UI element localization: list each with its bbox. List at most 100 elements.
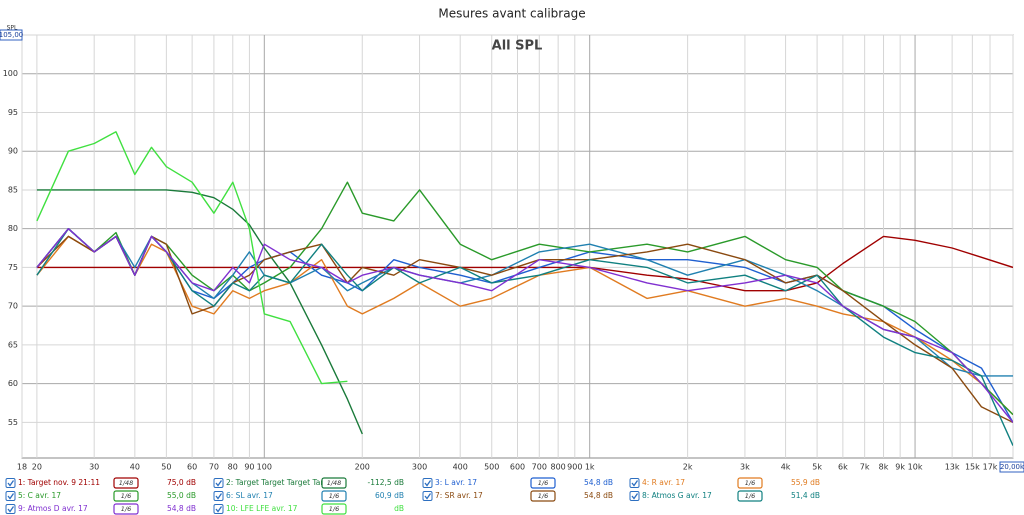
legend-checkbox[interactable]: [5, 504, 16, 514]
smoothing-label: 1/6: [745, 479, 755, 487]
y-tick-label: 95: [8, 108, 18, 117]
x-tick-label: 8k: [879, 463, 889, 472]
smoothing-box[interactable]: [530, 477, 556, 489]
smoothing-label: 1/48: [327, 479, 342, 487]
x-tick-label: 500: [484, 463, 499, 472]
legend-checkbox[interactable]: [422, 491, 433, 501]
curve: [36, 189, 363, 435]
smoothing-label: 1/6: [745, 492, 755, 500]
legend-name: 3: L avr. 17: [435, 478, 477, 487]
x-tick-label: 6k: [838, 463, 848, 472]
legend-value: 54,8 dB: [584, 491, 613, 500]
x-tick-label: 900: [567, 463, 582, 472]
checkmark: [215, 480, 223, 487]
x-tick-label: 700: [532, 463, 547, 472]
x-tick-label: 30: [89, 463, 99, 472]
legend-name: 6: SL avr. 17: [226, 491, 273, 500]
x-tick-label: 800: [551, 463, 566, 472]
x-tick-label: 15k: [965, 463, 980, 472]
y-axis-label: SPL: [7, 25, 18, 32]
legend-checkbox[interactable]: [213, 478, 224, 488]
x-tick-label: 40: [130, 463, 140, 472]
curve: [36, 131, 348, 385]
smoothing-box[interactable]: [321, 477, 347, 489]
smoothing-box[interactable]: [737, 477, 763, 489]
legend-checkbox[interactable]: [213, 491, 224, 501]
smoothing-label: 1/6: [121, 505, 131, 513]
x-tick-label: 20: [32, 463, 42, 472]
checkmark: [424, 480, 432, 487]
x-tick-label: 200: [355, 463, 370, 472]
curves: [36, 131, 1013, 446]
y-tick-label: 60: [8, 379, 18, 388]
y-tick-label: 65: [8, 340, 18, 349]
x-tick-label: 9k: [895, 463, 905, 472]
grid: [21, 34, 1014, 458]
legend-value: dB: [394, 504, 404, 513]
legend-name: 10: LFE LFE avr. 17: [226, 504, 298, 513]
legend-name: 9: Atmos D avr. 17: [18, 504, 88, 513]
curve: [36, 235, 1013, 424]
x-tick-label: 100: [257, 463, 272, 472]
smoothing-box[interactable]: [737, 490, 763, 502]
x-tick-label: 17k: [983, 463, 998, 472]
smoothing-box[interactable]: [113, 490, 139, 502]
x-tick-label: 13k: [945, 463, 960, 472]
legend: 1: Target nov. 9 21:11 1/48 75,0 dB 2: Targ…: [5, 477, 820, 515]
legend-name: 5: C avr. 17: [18, 491, 61, 500]
smoothing-box[interactable]: [530, 490, 556, 502]
curve: [36, 228, 1013, 423]
legend-checkbox[interactable]: [629, 491, 640, 501]
x-tick-label: 5k: [812, 463, 822, 472]
x-tick-label: 70: [209, 463, 219, 472]
checkmark: [215, 493, 223, 500]
y-tick-label: 100: [3, 69, 18, 78]
x-tick-label: 20,00k: [1000, 463, 1024, 471]
smoothing-box[interactable]: [113, 477, 139, 489]
legend-name: 8: Atmos G avr. 17: [642, 491, 712, 500]
x-tick-label: 300: [412, 463, 427, 472]
legend-value: 55,9 dB: [791, 478, 820, 487]
legend-checkbox[interactable]: [629, 478, 640, 488]
x-tick-label: 2k: [683, 463, 693, 472]
curve: [36, 235, 1013, 416]
x-tick-label: 80: [228, 463, 238, 472]
smoothing-label: 1/6: [538, 492, 548, 500]
y-tick-label: 85: [8, 185, 18, 194]
y-tick-label: 70: [8, 302, 18, 311]
legend-value: 54,8 dB: [584, 478, 613, 487]
checkmark: [7, 493, 15, 500]
checkmark: [424, 493, 432, 500]
x-tick-label: 7k: [860, 463, 870, 472]
legend-checkbox[interactable]: [213, 504, 224, 514]
smoothing-label: 1/6: [329, 492, 339, 500]
checkmark: [631, 480, 639, 487]
y-tick-label: 75: [8, 263, 18, 272]
legend-name: 7: SR avr. 17: [435, 491, 483, 500]
smoothing-label: 1/6: [538, 479, 548, 487]
smoothing-box[interactable]: [321, 490, 347, 502]
x-tick-label: 400: [453, 463, 468, 472]
legend-name: 2: Target Target Target Target 1: [226, 478, 343, 487]
legend-checkbox[interactable]: [5, 478, 16, 488]
legend-checkbox[interactable]: [422, 478, 433, 488]
y-tick-label: 80: [8, 224, 18, 233]
x-max-box: [999, 461, 1024, 473]
plot-title: All SPL: [492, 39, 543, 54]
checkmark: [7, 480, 15, 487]
x-tick-label: 60: [187, 463, 197, 472]
legend-value: 54,8 dB: [167, 504, 196, 513]
x-tick-label: 10k: [908, 463, 923, 472]
y-tick-label: 55: [8, 418, 18, 427]
y-tick-label: 105,00: [0, 31, 23, 39]
legend-value: 75,0 dB: [167, 478, 196, 487]
smoothing-box[interactable]: [321, 503, 347, 515]
legend-checkbox[interactable]: [5, 491, 16, 501]
legend-name: 1: Target nov. 9 21:11: [18, 478, 100, 487]
legend-value: 55,0 dB: [167, 491, 196, 500]
smoothing-box[interactable]: [113, 503, 139, 515]
x-tick-label: 3k: [740, 463, 750, 472]
checkmark: [215, 506, 223, 513]
x-tick-label: 1k: [585, 463, 595, 472]
